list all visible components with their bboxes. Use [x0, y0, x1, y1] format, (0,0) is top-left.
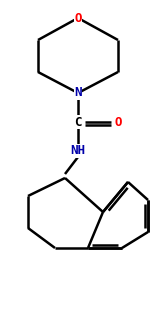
Text: NH: NH [70, 145, 86, 157]
Text: C: C [74, 115, 82, 129]
Text: O: O [74, 12, 82, 24]
Text: N: N [74, 86, 82, 100]
Text: O: O [114, 115, 122, 129]
